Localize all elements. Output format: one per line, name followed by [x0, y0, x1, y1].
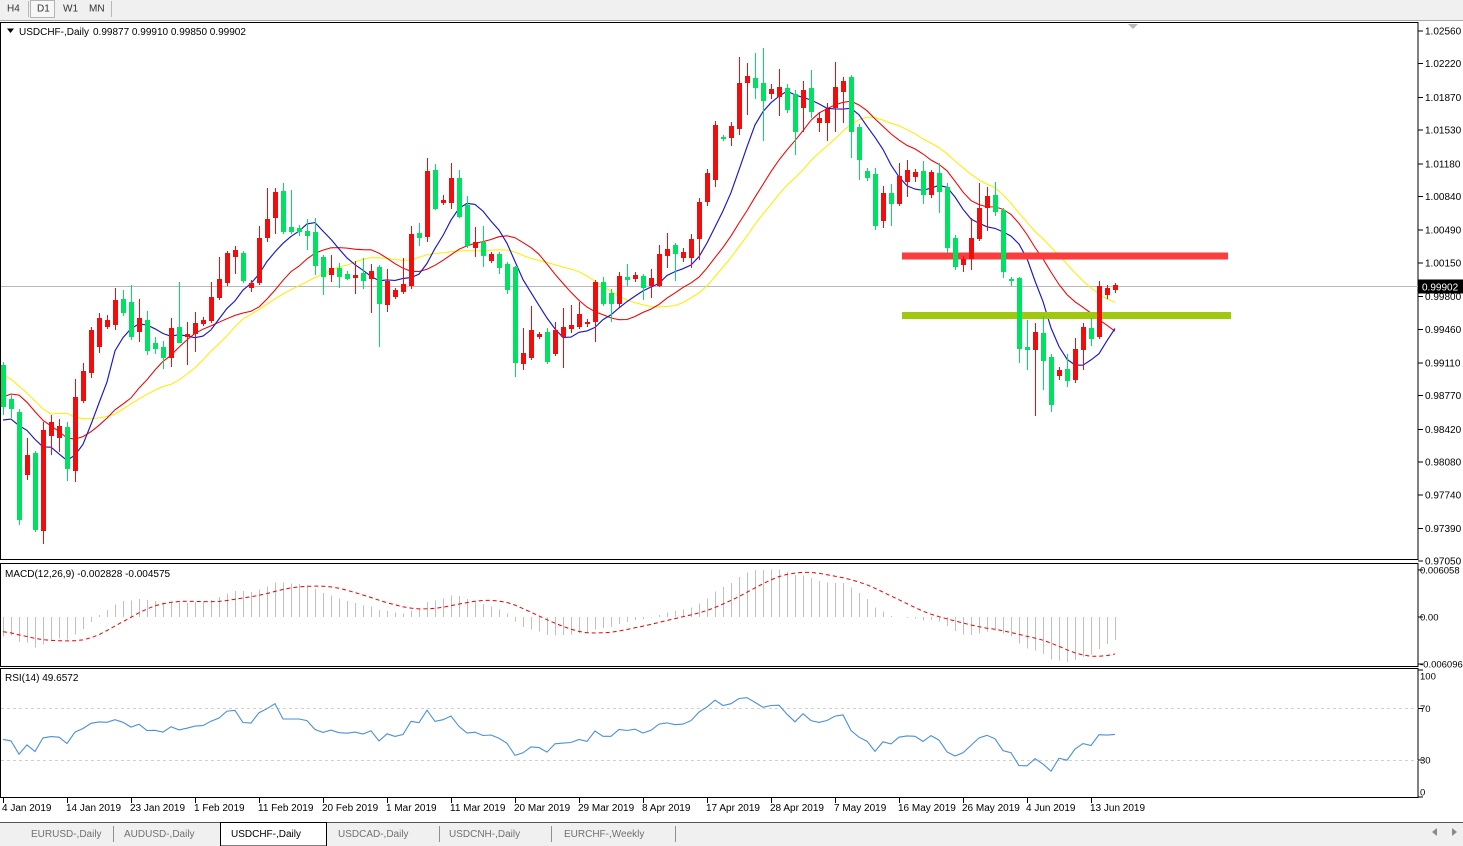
svg-text:H4: H4	[7, 4, 20, 15]
svg-text:100: 100	[1420, 672, 1436, 683]
svg-text:1.00150: 1.00150	[1425, 258, 1462, 269]
svg-text:RSI(14) 49.6572: RSI(14) 49.6572	[5, 673, 79, 684]
svg-text:0.006058: 0.006058	[1420, 566, 1460, 577]
svg-text:1.00840: 1.00840	[1425, 192, 1462, 203]
svg-text:1.01870: 1.01870	[1425, 93, 1462, 104]
svg-text:11 Feb 2019: 11 Feb 2019	[258, 803, 314, 814]
svg-text:USDCHF-,Daily: USDCHF-,Daily	[231, 829, 301, 840]
svg-text:4 Jan 2019: 4 Jan 2019	[2, 803, 52, 814]
svg-text:29 Mar 2019: 29 Mar 2019	[578, 803, 635, 814]
svg-text:0.98080: 0.98080	[1425, 458, 1462, 469]
svg-text:0.97740: 0.97740	[1425, 490, 1462, 501]
svg-text:28 Apr 2019: 28 Apr 2019	[770, 803, 824, 814]
svg-text:0.99902: 0.99902	[1422, 283, 1459, 294]
svg-text:1.01530: 1.01530	[1425, 126, 1462, 137]
svg-text:USDCAD-,Daily: USDCAD-,Daily	[338, 829, 409, 840]
svg-text:30: 30	[1420, 756, 1431, 767]
svg-text:EURUSD-,Daily: EURUSD-,Daily	[31, 829, 102, 840]
svg-text:0.98770: 0.98770	[1425, 391, 1462, 402]
svg-text:AUDUSD-,Daily: AUDUSD-,Daily	[124, 829, 195, 840]
svg-text:USDCHF-,Daily: USDCHF-,Daily	[19, 27, 89, 38]
svg-text:1 Feb 2019: 1 Feb 2019	[194, 803, 245, 814]
svg-text:23 Jan 2019: 23 Jan 2019	[130, 803, 185, 814]
svg-text:0.97390: 0.97390	[1425, 524, 1462, 535]
svg-text:0.99877 0.99910 0.99850 0.9990: 0.99877 0.99910 0.99850 0.99902	[93, 27, 246, 38]
svg-text:USDCNH-,Daily: USDCNH-,Daily	[449, 829, 520, 840]
svg-text:1.01180: 1.01180	[1425, 159, 1461, 170]
svg-text:1.02560: 1.02560	[1425, 27, 1462, 38]
svg-text:MN: MN	[89, 4, 105, 15]
svg-text:17 Apr 2019: 17 Apr 2019	[706, 803, 760, 814]
svg-text:11 Mar 2019: 11 Mar 2019	[450, 803, 506, 814]
svg-text:0: 0	[1420, 788, 1425, 799]
svg-text:1.00490: 1.00490	[1425, 226, 1462, 237]
svg-text:1 Mar 2019: 1 Mar 2019	[386, 803, 437, 814]
svg-text:70: 70	[1420, 704, 1431, 715]
svg-text:0.99460: 0.99460	[1425, 325, 1462, 336]
svg-text:7 May 2019: 7 May 2019	[834, 803, 887, 814]
svg-text:EURCHF-,Weekly: EURCHF-,Weekly	[564, 829, 644, 840]
svg-text:14 Jan 2019: 14 Jan 2019	[66, 803, 121, 814]
svg-text:13 Jun 2019: 13 Jun 2019	[1090, 803, 1145, 814]
svg-text:0.97050: 0.97050	[1425, 557, 1462, 568]
svg-text:16 May 2019: 16 May 2019	[898, 803, 956, 814]
svg-text:0.99110: 0.99110	[1425, 359, 1461, 370]
svg-text:W1: W1	[63, 4, 78, 15]
svg-text:8 Apr 2019: 8 Apr 2019	[642, 803, 691, 814]
svg-text:-0.006096: -0.006096	[1420, 660, 1463, 671]
svg-text:0.99800: 0.99800	[1425, 292, 1462, 303]
svg-text:0.00: 0.00	[1420, 613, 1439, 624]
svg-text:20 Feb 2019: 20 Feb 2019	[322, 803, 379, 814]
svg-text:4 Jun 2019: 4 Jun 2019	[1026, 803, 1076, 814]
svg-text:1.02220: 1.02220	[1425, 59, 1462, 70]
svg-text:D1: D1	[37, 4, 50, 15]
svg-text:26 May 2019: 26 May 2019	[962, 803, 1020, 814]
svg-text:0.98420: 0.98420	[1425, 425, 1462, 436]
svg-text:20 Mar 2019: 20 Mar 2019	[514, 803, 571, 814]
svg-text:MACD(12,26,9) -0.002828 -0.004: MACD(12,26,9) -0.002828 -0.004575	[5, 569, 171, 580]
